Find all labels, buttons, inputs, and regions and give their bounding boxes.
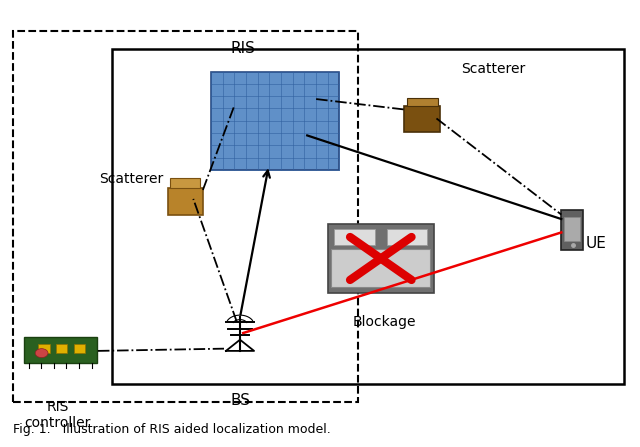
Bar: [334, 229, 374, 245]
Bar: [24, 337, 97, 363]
Bar: [112, 49, 624, 384]
Bar: [332, 249, 430, 287]
Text: Scatterer: Scatterer: [461, 62, 525, 76]
Bar: [564, 217, 580, 241]
Bar: [387, 229, 428, 245]
Text: BS: BS: [230, 393, 250, 409]
Bar: [74, 344, 85, 353]
Bar: [404, 106, 440, 132]
Bar: [561, 210, 583, 250]
Bar: [328, 224, 434, 293]
Bar: [170, 178, 200, 188]
Bar: [38, 344, 50, 353]
Text: UE: UE: [586, 236, 607, 251]
Text: RIS: RIS: [231, 41, 255, 56]
Text: Scatterer: Scatterer: [99, 172, 163, 186]
Bar: [56, 344, 67, 353]
Bar: [407, 98, 438, 106]
Text: RIS
controller: RIS controller: [24, 400, 91, 430]
Bar: [211, 72, 339, 170]
Bar: [13, 31, 358, 402]
Circle shape: [35, 349, 48, 358]
Bar: [168, 188, 203, 215]
Text: Blockage: Blockage: [352, 315, 416, 329]
Text: Fig. 1.   Illustration of RIS aided localization model.: Fig. 1. Illustration of RIS aided locali…: [13, 423, 330, 436]
